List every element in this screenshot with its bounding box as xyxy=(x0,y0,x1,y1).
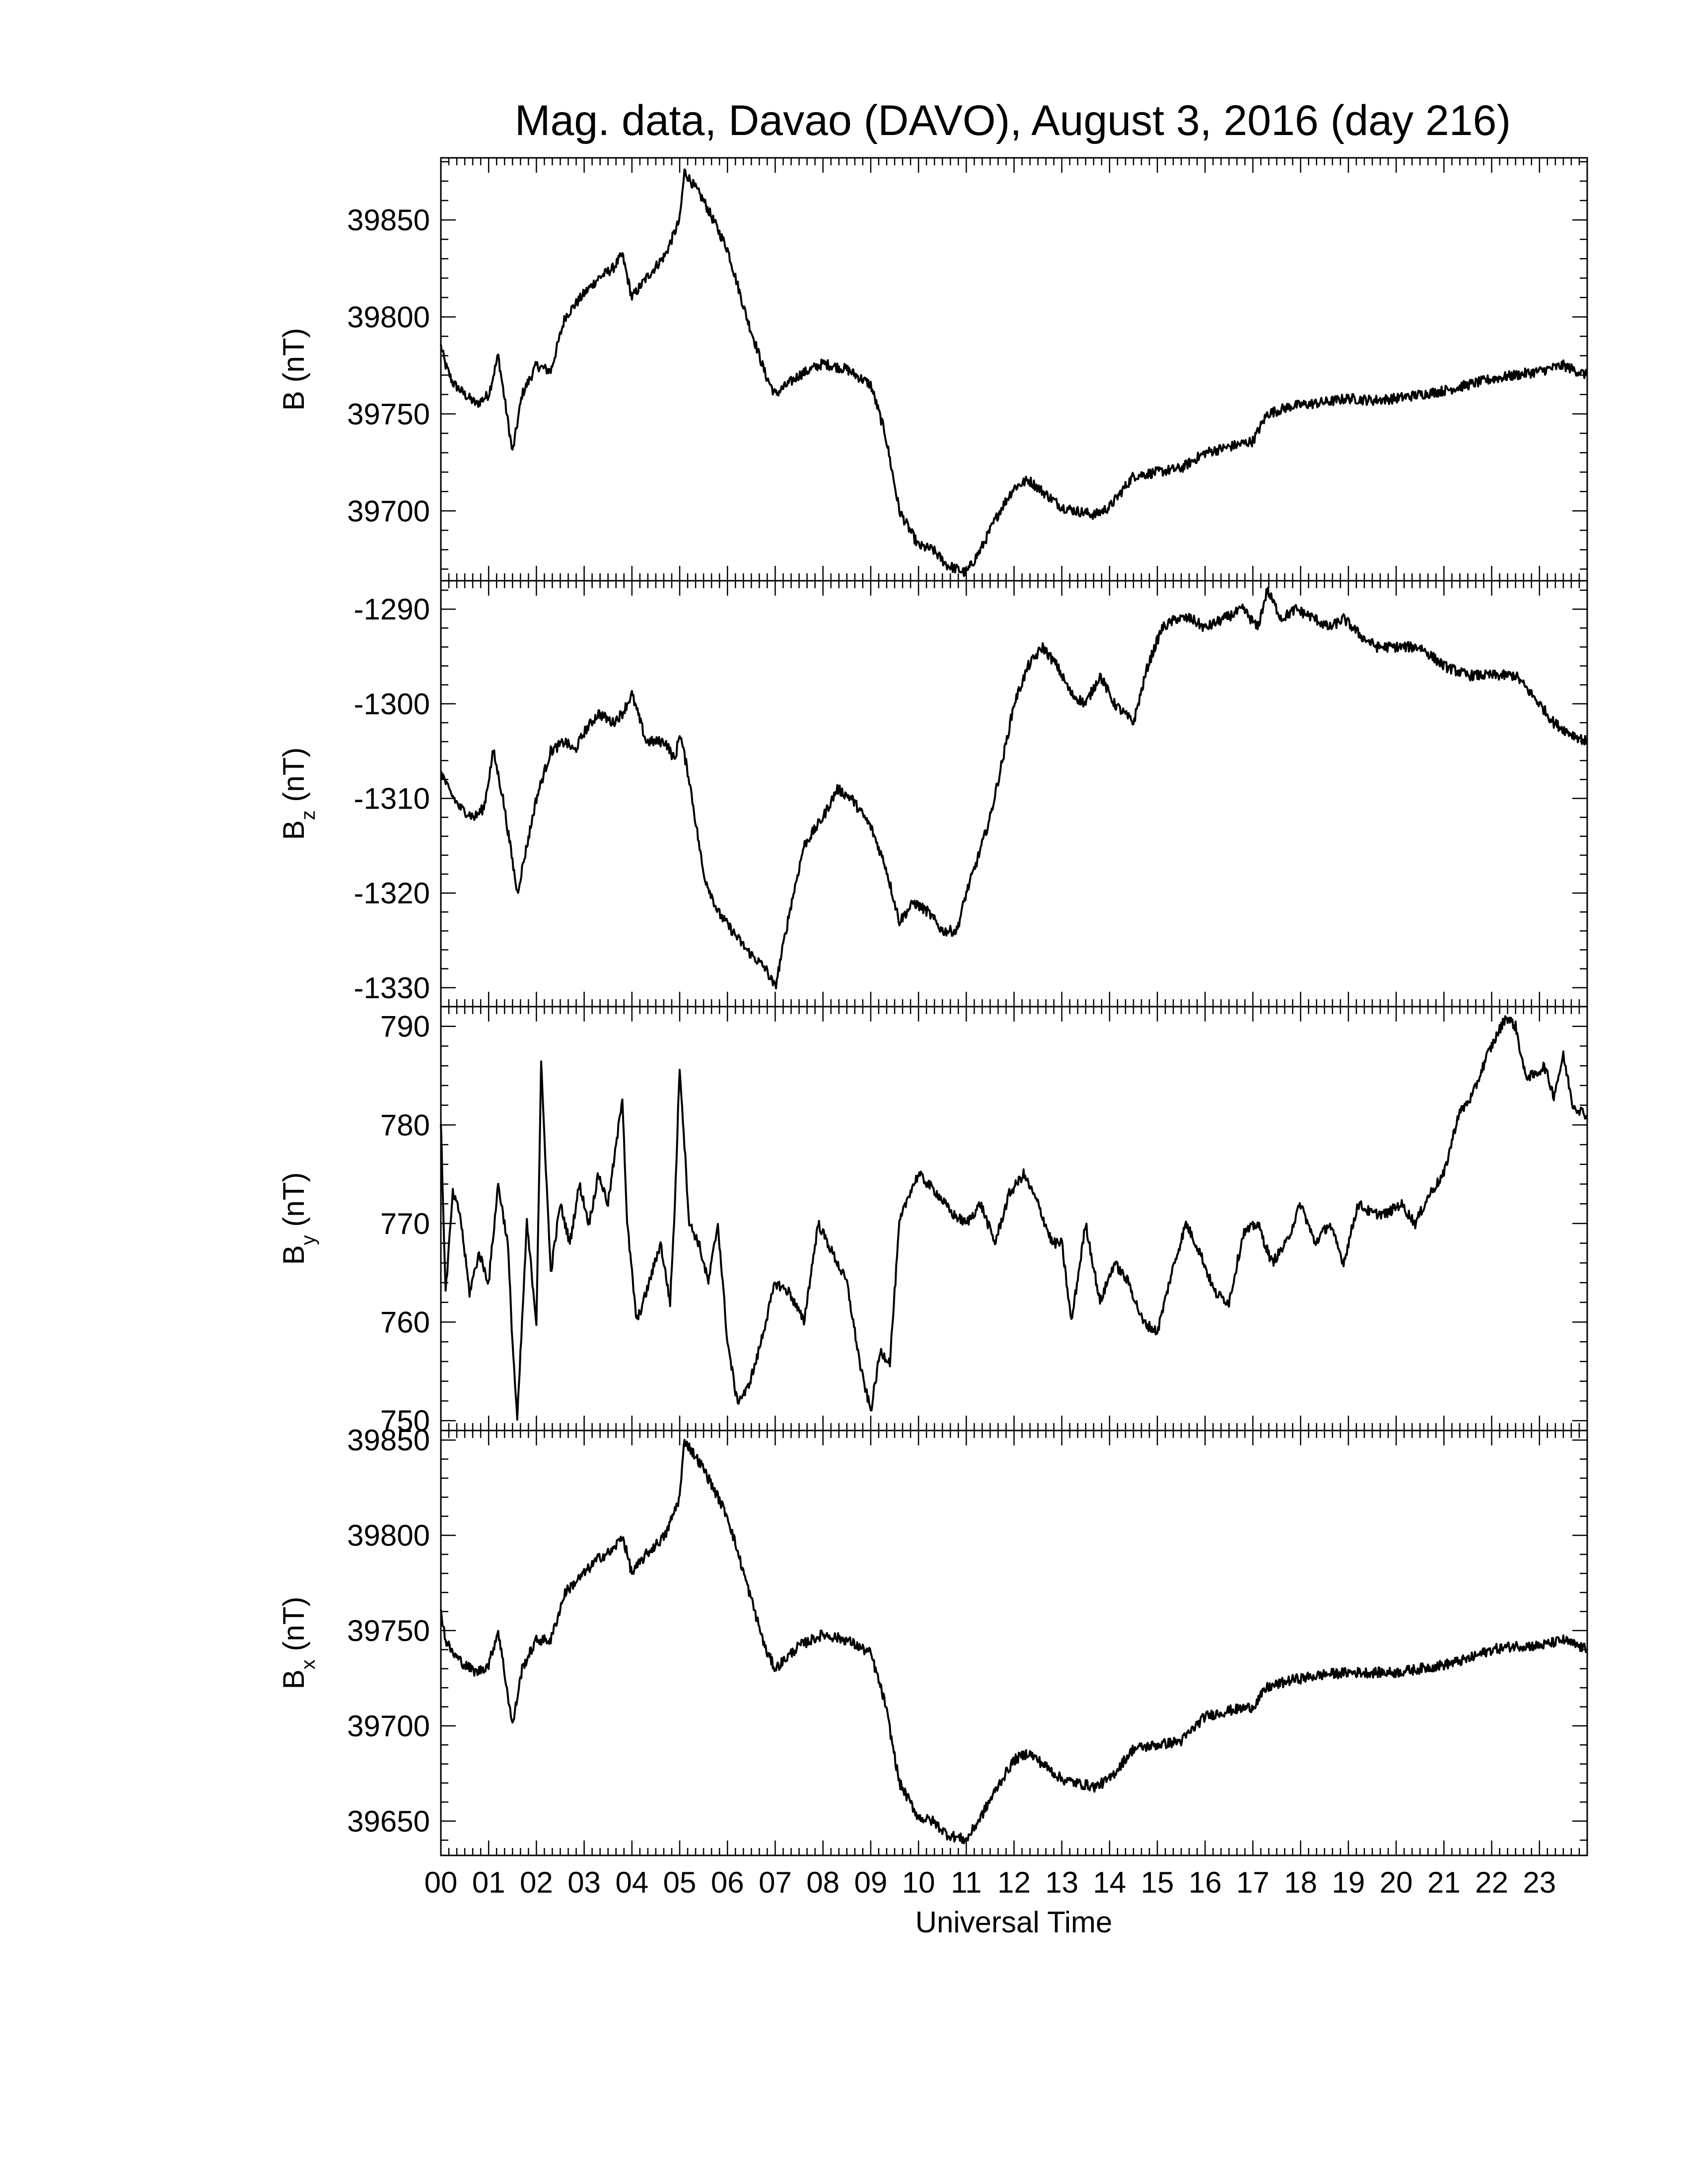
data-line-1 xyxy=(440,168,1588,577)
panel-1: 39700 39750 39800 39850 B (nT) xyxy=(277,157,1588,582)
x-tick-label: 21 xyxy=(1427,1866,1461,1899)
data-line-3 xyxy=(440,1015,1588,1421)
x-tick-label: 06 xyxy=(711,1866,744,1899)
panel-4: 39650 39700 39750 39800 39850 Bx (nT) xyxy=(277,1424,1588,1856)
x-tick-label: 18 xyxy=(1284,1866,1317,1899)
y-tick-label: 39700 xyxy=(347,1709,430,1743)
y-axis-label-symbol: B xyxy=(277,820,310,840)
x-tick-labels: 00 01 02 03 04 05 06 07 08 09 10 11 12 13 14 15 16 17 18 19… xyxy=(424,1866,1556,1899)
panel-2: -1330 -1320 -1310 -1300 -1290 Bz (nT) xyxy=(277,580,1588,1008)
chart-title: Mag. data, Davao (DAVO), August 3, 2016 … xyxy=(515,97,1511,144)
x-tick-label: 07 xyxy=(759,1866,792,1899)
y-axis-label: B (nT) xyxy=(277,328,310,411)
y-tick-label: -1300 xyxy=(354,687,430,721)
y-tick-label: 39800 xyxy=(347,1519,430,1552)
y-tick-label: 770 xyxy=(380,1207,430,1240)
x-tick-label: 23 xyxy=(1523,1866,1556,1899)
y-axis-label-subscript: z xyxy=(297,810,319,820)
x-tick-label: 08 xyxy=(806,1866,840,1899)
y-tick-label: -1290 xyxy=(354,593,430,626)
x-tick-label: 20 xyxy=(1380,1866,1413,1899)
y-axis-label-unit: (nT) xyxy=(277,1597,310,1660)
x-axis-label: Universal Time xyxy=(915,1906,1113,1939)
x-tick-label: 19 xyxy=(1332,1866,1365,1899)
panel-frame xyxy=(440,157,1588,582)
y-tick-label: -1330 xyxy=(354,971,430,1005)
x-tick-label: 10 xyxy=(902,1866,935,1899)
y-axis-label: Bx (nT) xyxy=(277,1597,319,1690)
x-tick-label: 17 xyxy=(1236,1866,1269,1899)
y-axis-label-symbol: B xyxy=(277,1669,310,1689)
x-tick-label: 02 xyxy=(520,1866,553,1899)
data-line-4 xyxy=(440,1438,1588,1844)
y-tick-label: 39750 xyxy=(347,398,430,431)
x-tick-label: 01 xyxy=(472,1866,505,1899)
y-axis-label: Bz (nT) xyxy=(277,748,319,840)
panel-3: 750 760 770 780 790 By (nT) xyxy=(277,1006,1588,1437)
x-tick-label: 14 xyxy=(1093,1866,1126,1899)
y-tick-label: 39700 xyxy=(347,494,430,528)
x-tick-label: 11 xyxy=(951,1866,982,1899)
x-tick-label: 09 xyxy=(854,1866,888,1899)
y-axis-label-unit: (nT) xyxy=(277,748,310,811)
y-tick-label: 39800 xyxy=(347,300,430,334)
panel-frame xyxy=(440,1430,1588,1856)
panel-frame xyxy=(440,1006,1588,1432)
y-axis-label-subscript: x xyxy=(297,1659,319,1669)
y-axis-label-unit: (nT) xyxy=(277,1172,310,1235)
x-tick-label: 16 xyxy=(1189,1866,1222,1899)
y-axis-label-unit: (nT) xyxy=(277,328,310,391)
y-axis-label: By (nT) xyxy=(277,1172,319,1265)
x-tick-label: 03 xyxy=(567,1866,601,1899)
y-axis-label-symbol: B xyxy=(277,1245,310,1265)
y-axis-label-subscript: y xyxy=(297,1235,319,1245)
y-tick-label: -1320 xyxy=(354,877,430,910)
x-tick-label: 04 xyxy=(615,1866,648,1899)
y-tick-label: 39850 xyxy=(347,204,430,237)
x-tick-label: 22 xyxy=(1475,1866,1508,1899)
data-line-2 xyxy=(440,587,1588,990)
x-tick-label: 00 xyxy=(424,1866,458,1899)
panels-group: 39700 39750 39800 39850 B (nT) -1330 -1320 -131… xyxy=(277,157,1588,1856)
y-tick-label: 760 xyxy=(380,1306,430,1339)
y-tick-label: 39850 xyxy=(347,1424,430,1457)
y-tick-label: 39750 xyxy=(347,1614,430,1647)
y-tick-label: 750 xyxy=(380,1404,430,1437)
y-tick-label: 790 xyxy=(380,1010,430,1043)
y-tick-label: 780 xyxy=(380,1108,430,1142)
y-tick-label: -1310 xyxy=(354,782,430,816)
y-axis-label-symbol: B xyxy=(277,391,310,410)
x-tick-label: 13 xyxy=(1045,1866,1078,1899)
x-tick-label: 12 xyxy=(997,1866,1031,1899)
y-tick-label: 39650 xyxy=(347,1805,430,1838)
x-tick-label: 15 xyxy=(1141,1866,1174,1899)
x-tick-label: 05 xyxy=(663,1866,697,1899)
